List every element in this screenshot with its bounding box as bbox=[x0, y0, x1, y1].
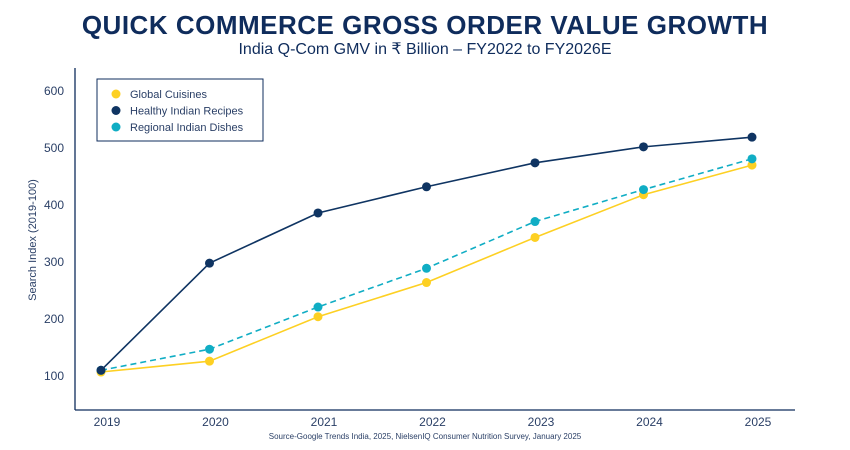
y-tick-label: 200 bbox=[44, 312, 64, 326]
x-tick-label: 2023 bbox=[528, 415, 555, 429]
data-point bbox=[422, 263, 431, 273]
y-tick-label: 500 bbox=[44, 141, 64, 155]
data-point bbox=[530, 232, 540, 242]
data-point bbox=[747, 132, 757, 142]
data-point bbox=[422, 182, 431, 192]
data-point bbox=[639, 185, 648, 195]
x-tick-label: 2021 bbox=[311, 415, 338, 429]
data-point bbox=[313, 208, 323, 218]
legend-label: Healthy Indian Recipes bbox=[130, 106, 244, 118]
x-tick-label: 2020 bbox=[202, 415, 229, 429]
data-point bbox=[747, 154, 757, 164]
y-tick-label: 300 bbox=[44, 255, 64, 269]
y-tick-label: 100 bbox=[44, 369, 64, 383]
data-point bbox=[422, 278, 431, 288]
data-point bbox=[205, 258, 214, 268]
data-point bbox=[205, 344, 214, 354]
chart-title: QUICK COMMERCE GROSS ORDER VALUE GROWTH bbox=[81, 10, 769, 40]
legend-label: Global Cuisines bbox=[130, 89, 208, 101]
y-tick-label: 600 bbox=[44, 84, 64, 98]
data-point bbox=[313, 312, 323, 322]
data-point bbox=[747, 160, 757, 170]
x-tick-label: 2022 bbox=[419, 415, 446, 429]
x-tick-label: 2024 bbox=[636, 415, 663, 429]
y-axis-label: Search Index (2019-100) bbox=[27, 179, 39, 301]
legend-marker bbox=[111, 122, 121, 132]
series-line-healthy-indian-recipes bbox=[100, 136, 753, 371]
chart-subtitle: India Q-Com GMV in ₹ Billion – FY2022 to… bbox=[238, 41, 612, 58]
data-point bbox=[639, 142, 648, 152]
data-point bbox=[530, 158, 540, 168]
source-note: Source-Google Trends India, 2025, Nielse… bbox=[268, 432, 582, 441]
y-tick-label: 400 bbox=[44, 198, 64, 212]
data-point bbox=[313, 302, 323, 312]
data-point bbox=[96, 365, 106, 375]
legend-box bbox=[96, 78, 264, 142]
x-tick-label: 2025 bbox=[745, 415, 772, 429]
legend-marker bbox=[111, 106, 121, 115]
data-point bbox=[205, 356, 214, 366]
legend-marker bbox=[111, 89, 121, 99]
legend-label: Regional Indian Dishes bbox=[130, 122, 244, 134]
x-tick-label: 2019 bbox=[94, 415, 121, 429]
data-point bbox=[530, 217, 540, 227]
